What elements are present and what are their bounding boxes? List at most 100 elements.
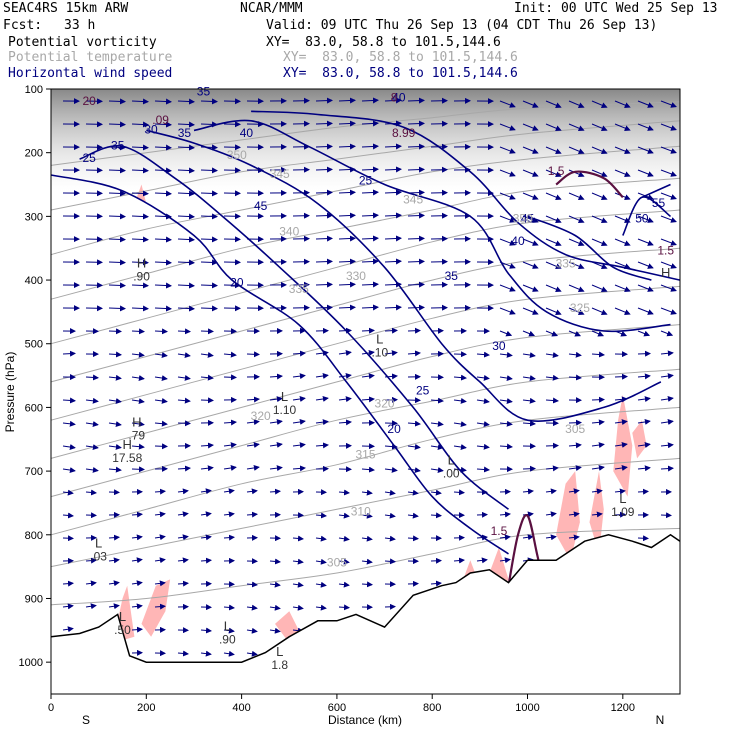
wind-vector bbox=[154, 397, 168, 404]
wind-vector bbox=[108, 259, 126, 266]
wind-vector bbox=[338, 558, 350, 565]
field1-xy: XY= 83.0, 58.8 to 101.5,144.6 bbox=[266, 35, 501, 50]
wind-vector bbox=[568, 238, 585, 247]
wind-vector bbox=[177, 144, 195, 151]
wind-vector bbox=[545, 397, 559, 404]
terrain-fill bbox=[51, 534, 680, 694]
wind-vector bbox=[269, 558, 281, 565]
wind-vector bbox=[177, 190, 195, 197]
wind-vector bbox=[545, 100, 562, 109]
wind-vector bbox=[177, 167, 195, 174]
wind-vector bbox=[637, 418, 651, 425]
wind-vector bbox=[131, 580, 143, 587]
wind-vector bbox=[154, 121, 172, 128]
wind-vector bbox=[499, 398, 513, 404]
wind-vector bbox=[637, 146, 654, 154]
wind-vector bbox=[131, 420, 145, 427]
wind-vector bbox=[131, 511, 143, 518]
wind-vector bbox=[407, 327, 421, 334]
wind-vector bbox=[614, 169, 631, 177]
wind-vector bbox=[568, 100, 585, 109]
wind-vector bbox=[430, 467, 444, 473]
extremum-marker: L bbox=[448, 453, 455, 468]
wind-vector bbox=[177, 465, 191, 472]
wind-vector bbox=[591, 442, 605, 449]
wind-vector bbox=[660, 512, 672, 519]
wind-vector bbox=[200, 511, 212, 518]
wind-vector bbox=[246, 464, 260, 471]
wind-vector bbox=[499, 215, 516, 223]
wind-vector bbox=[246, 419, 260, 426]
terrain-line bbox=[50, 533, 681, 663]
wind-vector bbox=[545, 284, 562, 293]
wind-vector bbox=[154, 167, 172, 174]
wind-vector bbox=[591, 146, 608, 155]
wind-vector bbox=[154, 190, 172, 197]
wind-vector bbox=[660, 192, 677, 200]
wind-vector bbox=[131, 443, 145, 450]
theta-label: 315 bbox=[355, 447, 375, 461]
wind-vector bbox=[637, 169, 654, 177]
extremum-value: .00 bbox=[443, 467, 460, 481]
wind-vector bbox=[269, 441, 283, 448]
wind-vector bbox=[177, 98, 195, 105]
wind-vector bbox=[177, 259, 195, 266]
wind-vector bbox=[223, 351, 237, 358]
wind-vector bbox=[131, 121, 149, 128]
wind-vector bbox=[62, 444, 76, 450]
wind-vector bbox=[292, 418, 306, 425]
wind-vector bbox=[453, 489, 465, 496]
wind-vector bbox=[108, 282, 126, 289]
wind-vector bbox=[223, 419, 237, 426]
wind-vector bbox=[361, 97, 379, 104]
wind-vector bbox=[108, 213, 126, 220]
wind-vector bbox=[430, 512, 442, 519]
wind-vector bbox=[177, 580, 189, 587]
wind-vector bbox=[177, 397, 191, 404]
wind-vector bbox=[637, 465, 651, 472]
wind-vector bbox=[522, 100, 539, 108]
wind-vector bbox=[315, 258, 333, 265]
wind-vector bbox=[292, 373, 306, 380]
wind-vector bbox=[131, 167, 149, 174]
wind-speed-contour bbox=[146, 129, 662, 422]
pv-contour bbox=[555, 170, 624, 199]
wind-vector bbox=[223, 488, 235, 495]
wind-vector bbox=[246, 581, 258, 588]
wind-vector bbox=[591, 488, 603, 495]
wind-vector bbox=[223, 604, 235, 611]
wind-vector bbox=[637, 350, 651, 357]
wind-vector bbox=[568, 488, 580, 495]
wind-vector bbox=[568, 419, 582, 426]
wind-vector bbox=[522, 397, 536, 404]
wind-vector bbox=[384, 189, 402, 196]
wind-vector bbox=[384, 512, 396, 519]
wind-vector bbox=[637, 396, 651, 403]
wind-vector bbox=[85, 397, 99, 404]
extremum-value: .90 bbox=[219, 632, 236, 646]
wind-vector bbox=[591, 215, 608, 224]
shaded-region bbox=[141, 579, 171, 637]
wind-vector bbox=[177, 352, 191, 359]
wind-vector bbox=[591, 396, 605, 403]
wind-vector bbox=[384, 558, 396, 565]
wind-vector bbox=[499, 284, 516, 292]
wind-vector bbox=[269, 627, 281, 634]
wind-vector bbox=[338, 350, 352, 356]
wind-vector bbox=[522, 534, 534, 541]
wind-vector bbox=[62, 603, 74, 610]
wind-vector bbox=[660, 215, 677, 223]
field2-xy: XY= 83.0, 58.8 to 101.5,144.6 bbox=[283, 50, 518, 65]
wind-vector bbox=[246, 604, 258, 611]
wind-vector bbox=[223, 465, 237, 471]
wind-vector bbox=[430, 444, 444, 451]
wind-speed-label: 35 bbox=[197, 84, 211, 98]
wind-vector bbox=[407, 97, 425, 104]
wind-vector bbox=[338, 535, 350, 542]
extremum-marker: L bbox=[376, 332, 383, 347]
wind-vector bbox=[568, 330, 582, 337]
wind-vector bbox=[154, 580, 166, 587]
extremum-marker: L bbox=[119, 609, 126, 624]
fcst-label: Fcst: bbox=[3, 18, 43, 33]
wind-vector bbox=[568, 284, 585, 293]
